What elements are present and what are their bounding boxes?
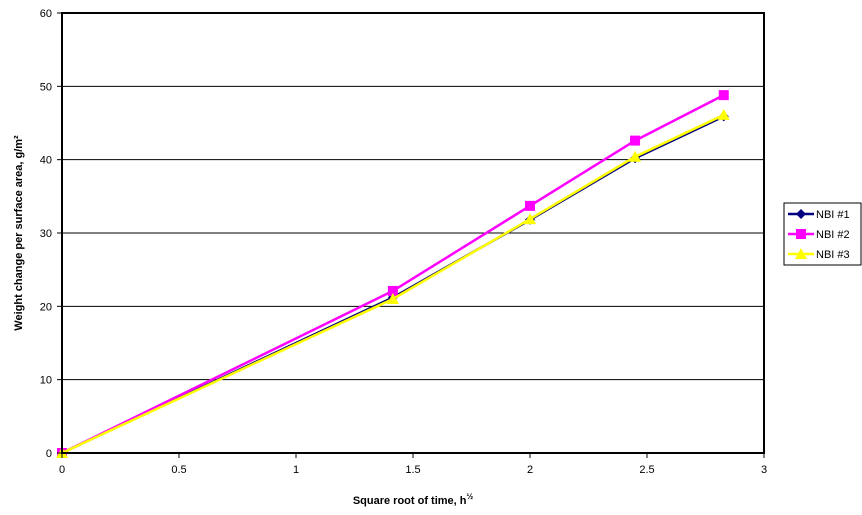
data-point <box>524 213 536 225</box>
legend-label: NBI #2 <box>816 229 850 241</box>
y-tick-label: 20 <box>40 301 52 313</box>
y-tick-label: 0 <box>46 448 52 460</box>
legend-item: NBI #3 <box>788 248 850 261</box>
x-axis-title-superscript: ½ <box>467 492 474 501</box>
series-layer <box>56 90 730 458</box>
y-axis-title: Weight change per surface area, g/m² <box>13 135 25 331</box>
y-tick-label: 50 <box>40 81 52 93</box>
x-tick-label: 0 <box>59 464 65 476</box>
x-tick-label: 3 <box>761 464 767 476</box>
x-tick-label: 0.5 <box>171 464 186 476</box>
data-point <box>387 285 398 296</box>
data-point <box>630 135 641 146</box>
y-tick-label: 60 <box>40 8 52 20</box>
legend-marker <box>795 248 807 259</box>
y-tick-label: 10 <box>40 375 52 387</box>
x-tick-label: 2.5 <box>639 464 654 476</box>
gridlines <box>62 85 764 381</box>
legend-label: NBI #1 <box>816 209 850 221</box>
x-axis-title: Square root of time, h½ <box>353 492 474 507</box>
data-point <box>525 200 535 211</box>
legend-marker <box>796 209 806 219</box>
x-tick-label: 1.5 <box>405 464 420 476</box>
data-point <box>386 293 399 304</box>
legend-item: NBI #1 <box>788 209 850 221</box>
legend-marker <box>796 229 806 239</box>
data-point <box>717 108 730 120</box>
x-tick-label: 1 <box>293 464 299 476</box>
data-point <box>718 90 729 101</box>
x-axis-title-text: Square root of time, h <box>353 495 467 507</box>
series-2 <box>57 90 729 458</box>
x-tick-label: 2 <box>527 464 533 476</box>
legend-label: NBI #3 <box>816 249 850 261</box>
legend: NBI #1 NBI #2 NBI #3 <box>783 202 862 266</box>
y-tick-label: 30 <box>40 228 52 240</box>
series-line <box>61 115 725 455</box>
y-tick-label: 40 <box>40 155 52 167</box>
data-point <box>629 150 642 162</box>
series-line <box>61 94 725 455</box>
legend-item: NBI #2 <box>788 229 850 241</box>
axis-ticks: 0 10 20 30 40 50 60 0 0.5 1 1.5 2 2.5 3 <box>40 8 767 476</box>
